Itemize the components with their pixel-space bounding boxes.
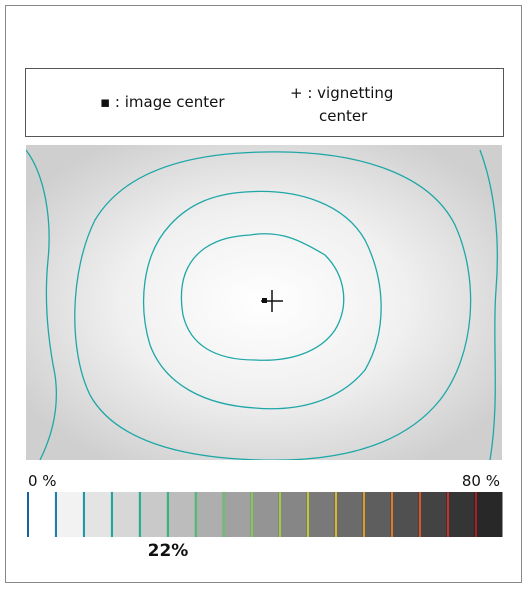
scale-max-label: 80 % [462,472,500,490]
legend-box [25,68,504,137]
scale-segment [82,492,111,537]
scale-segment [362,492,391,537]
scale-segment [194,492,223,537]
scale-segment [26,492,55,537]
scale-segment [390,492,419,537]
scale-segment [278,492,307,537]
scale-segment [166,492,195,537]
legend-vignetting-center: center [319,107,368,125]
scale-segment [446,492,475,537]
scale-segment [138,492,167,537]
scale-segment [250,492,279,537]
scale-segment [222,492,251,537]
legend-vignetting-center: + : vignetting [290,84,393,102]
scale-segment [334,492,363,537]
contour [74,151,472,460]
scale-segment [474,492,503,537]
scale-segment [418,492,447,537]
vignetting-center [261,290,283,312]
scale-min-label: 0 % [28,472,57,490]
scale-segment [110,492,139,537]
contour [142,190,382,410]
scale-segment [306,492,335,537]
contour [479,149,498,460]
scale-value-label: 22% [148,541,189,561]
contour [26,149,57,460]
scale-segment [54,492,83,537]
vignetting-image [26,145,502,460]
legend-image-center: ▪ : image center [100,93,225,111]
contour [180,233,345,361]
color-scale [26,492,503,537]
